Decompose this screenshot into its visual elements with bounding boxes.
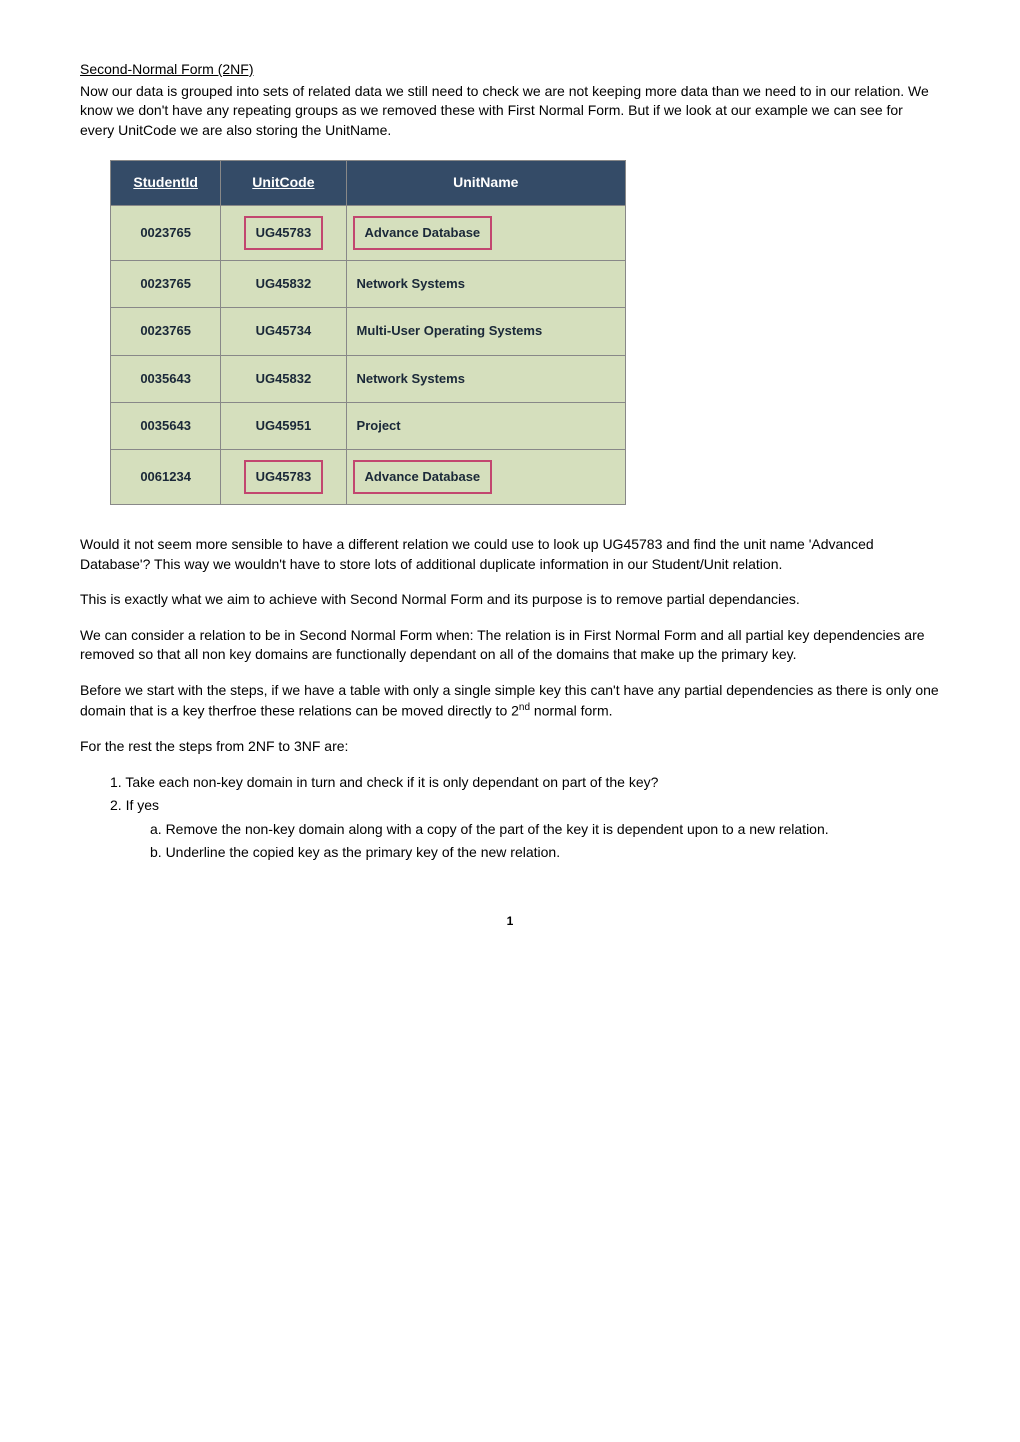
table-row: 0061234UG45783Advance Database — [111, 449, 626, 504]
table-row: 0023765UG45832Network Systems — [111, 261, 626, 308]
para5-superscript: nd — [519, 702, 530, 713]
paragraph-5: Before we start with the steps, if we ha… — [80, 681, 940, 721]
cell-studentid: 0023765 — [111, 308, 221, 355]
cell-unitcode: UG45832 — [221, 355, 346, 402]
cell-unitcode: UG45832 — [221, 261, 346, 308]
cell-unitcode: UG45783 — [221, 205, 346, 260]
paragraph-3: This is exactly what we aim to achieve w… — [80, 590, 940, 610]
col-header-studentid: StudentId — [111, 161, 221, 206]
list-item-2b: b. Underline the copied key as the prima… — [150, 843, 940, 863]
col-header-unitname: UnitName — [346, 161, 625, 206]
cell-unitname: Network Systems — [346, 355, 625, 402]
list-item-1: 1. Take each non-key domain in turn and … — [110, 773, 940, 793]
list-item-2: 2. If yes — [110, 796, 940, 816]
para5-part2: normal form. — [530, 702, 612, 718]
cell-unitname: Multi-User Operating Systems — [346, 308, 625, 355]
cell-unitname: Advance Database — [346, 205, 625, 260]
cell-unitname: Project — [346, 402, 625, 449]
table-row: 0023765UG45734Multi-User Operating Syste… — [111, 308, 626, 355]
cell-unitname: Advance Database — [346, 449, 625, 504]
cell-studentid: 0061234 — [111, 449, 221, 504]
col-header-unitcode: UnitCode — [221, 161, 346, 206]
paragraph-2: Would it not seem more sensible to have … — [80, 535, 940, 574]
cell-unitname: Network Systems — [346, 261, 625, 308]
cell-unitcode: UG45734 — [221, 308, 346, 355]
table-row: 0035643UG45832Network Systems — [111, 355, 626, 402]
cell-studentid: 0035643 — [111, 402, 221, 449]
cell-unitcode: UG45951 — [221, 402, 346, 449]
paragraph-6: For the rest the steps from 2NF to 3NF a… — [80, 737, 940, 757]
student-unit-table: StudentId UnitCode UnitName 0023765UG457… — [110, 160, 626, 505]
cell-studentid: 0023765 — [111, 261, 221, 308]
para5-part1: Before we start with the steps, if we ha… — [80, 682, 939, 718]
table-row: 0035643UG45951Project — [111, 402, 626, 449]
section-heading: Second-Normal Form (2NF) — [80, 60, 940, 80]
cell-unitcode: UG45783 — [221, 449, 346, 504]
table-header-row: StudentId UnitCode UnitName — [111, 161, 626, 206]
cell-studentid: 0023765 — [111, 205, 221, 260]
cell-studentid: 0035643 — [111, 355, 221, 402]
page-number: 1 — [80, 913, 940, 930]
list-item-2a: a. Remove the non-key domain along with … — [150, 820, 940, 840]
table-row: 0023765UG45783Advance Database — [111, 205, 626, 260]
steps-list: 1. Take each non-key domain in turn and … — [110, 773, 940, 863]
intro-paragraph: Now our data is grouped into sets of rel… — [80, 82, 940, 141]
paragraph-4: We can consider a relation to be in Seco… — [80, 626, 940, 665]
